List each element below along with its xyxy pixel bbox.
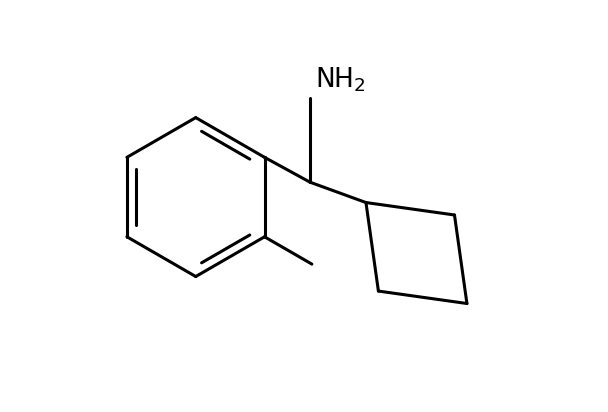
Text: NH$_2$: NH$_2$	[315, 65, 366, 94]
